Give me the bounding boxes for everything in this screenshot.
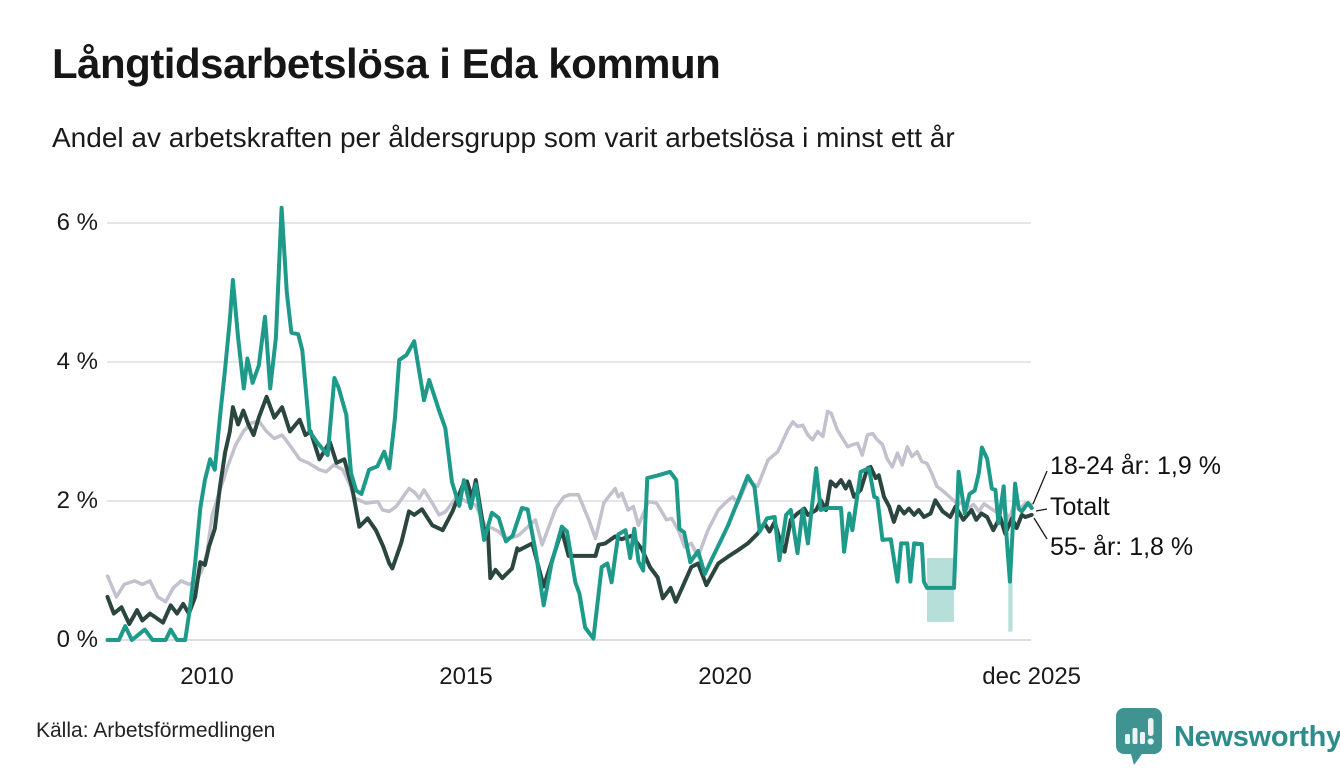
series-label-55: 55- år: 1,8 % [1050, 533, 1194, 561]
y-axis-tick-0: 0 % [56, 626, 98, 653]
leader-line-3 [1033, 517, 1048, 540]
x-axis-tick-2015: 2015 [439, 663, 493, 690]
x-axis-tick-2010: 2010 [180, 663, 234, 690]
newsworthy-logo: Newsworthy [1114, 706, 1340, 768]
x-axis-tick-dec-2025: dec 2025 [982, 663, 1082, 690]
uncertainty-band-1 [927, 557, 954, 622]
line-series-old [105, 394, 1034, 626]
newsworthy-logo-icon [1116, 708, 1162, 765]
uncertainty-band-2 [1008, 577, 1013, 632]
series-label-totalt: Totalt [1050, 493, 1110, 521]
chart-subtitle: Andel av arbetskraften per åldersgrupp s… [52, 122, 955, 153]
y-axis-tick-6: 6 % [56, 209, 98, 236]
series-label-18-24: 18-24 år: 1,9 % [1050, 452, 1221, 480]
leader-line-2 [1035, 508, 1048, 512]
line-series-total [105, 409, 1034, 604]
newsworthy-wordmark: Newsworthy [1174, 720, 1340, 753]
source-note: Källa: Arbetsförmedlingen [36, 719, 276, 742]
y-axis-tick-2: 2 % [56, 487, 98, 514]
leader-line-1 [1032, 470, 1048, 505]
page-title: Långtidsarbetslösa i Eda kommun [52, 40, 721, 87]
line-series-young [105, 205, 1034, 642]
x-axis-tick-2020: 2020 [698, 663, 752, 690]
y-axis-tick-4: 4 % [56, 348, 98, 375]
